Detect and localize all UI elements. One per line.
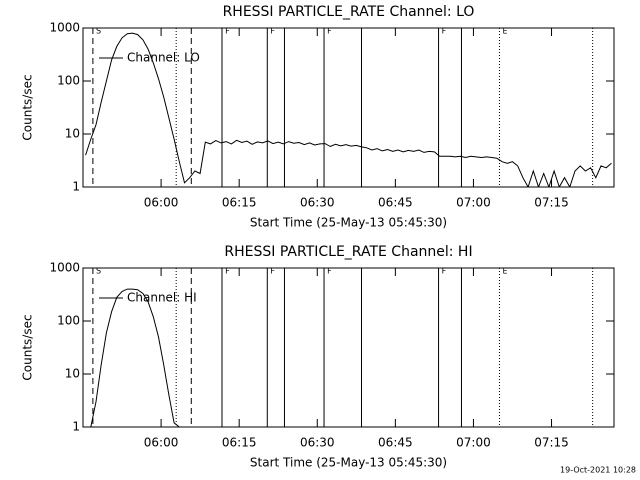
flag-label: S <box>96 27 101 36</box>
y-tick-label: 100 <box>57 74 80 88</box>
y-tick-label: 1000 <box>49 21 80 35</box>
chart-title: RHESSI PARTICLE_RATE Channel: LO <box>223 4 475 20</box>
data-line <box>90 288 180 427</box>
legend-label: Channel: LO <box>127 51 200 65</box>
data-line <box>85 32 612 187</box>
y-axis-label: Counts/sec <box>21 74 35 140</box>
flag-label: F <box>327 267 332 276</box>
x-tick-label: 07:00 <box>456 436 491 450</box>
flag-label: F <box>327 27 332 36</box>
flag-label: F <box>225 27 230 36</box>
y-axis-label: Counts/sec <box>21 314 35 380</box>
footer: 19-Oct-2021 10:28 <box>560 466 636 475</box>
y-tick-label: 10 <box>65 367 80 381</box>
flag-label: F <box>442 267 447 276</box>
y-tick-label: 10 <box>65 127 80 141</box>
x-tick-label: 06:15 <box>222 436 257 450</box>
flag-label: E <box>503 27 508 36</box>
flag-label: F <box>270 267 275 276</box>
x-tick-label: 06:30 <box>300 196 335 210</box>
y-tick-label: 1 <box>72 420 80 434</box>
legend-label: Channel: HI <box>127 291 197 305</box>
plot-frame <box>82 27 615 188</box>
x-tick-label: 06:15 <box>222 196 257 210</box>
flag-label: S <box>96 267 101 276</box>
x-tick-label: 07:00 <box>456 196 491 210</box>
x-tick-label: 07:15 <box>534 196 569 210</box>
x-axis-label: Start Time (25-May-13 05:45:30) <box>250 216 447 230</box>
flag-label: F <box>442 27 447 36</box>
flag-label: F <box>270 27 275 36</box>
x-tick-label: 06:45 <box>378 436 413 450</box>
chart-title: RHESSI PARTICLE_RATE Channel: HI <box>224 244 472 260</box>
x-axis-label: Start Time (25-May-13 05:45:30) <box>250 456 447 470</box>
flag-label: F <box>225 267 230 276</box>
x-tick-label: 06:30 <box>300 436 335 450</box>
x-tick-label: 06:45 <box>378 196 413 210</box>
x-tick-label: 07:15 <box>534 436 569 450</box>
x-tick-label: 06:00 <box>144 436 179 450</box>
flag-label: E <box>503 267 508 276</box>
plot-frame <box>82 267 615 428</box>
y-tick-label: 1 <box>72 180 80 194</box>
x-tick-label: 06:00 <box>144 196 179 210</box>
y-tick-label: 1000 <box>49 261 80 275</box>
y-tick-label: 100 <box>57 314 80 328</box>
